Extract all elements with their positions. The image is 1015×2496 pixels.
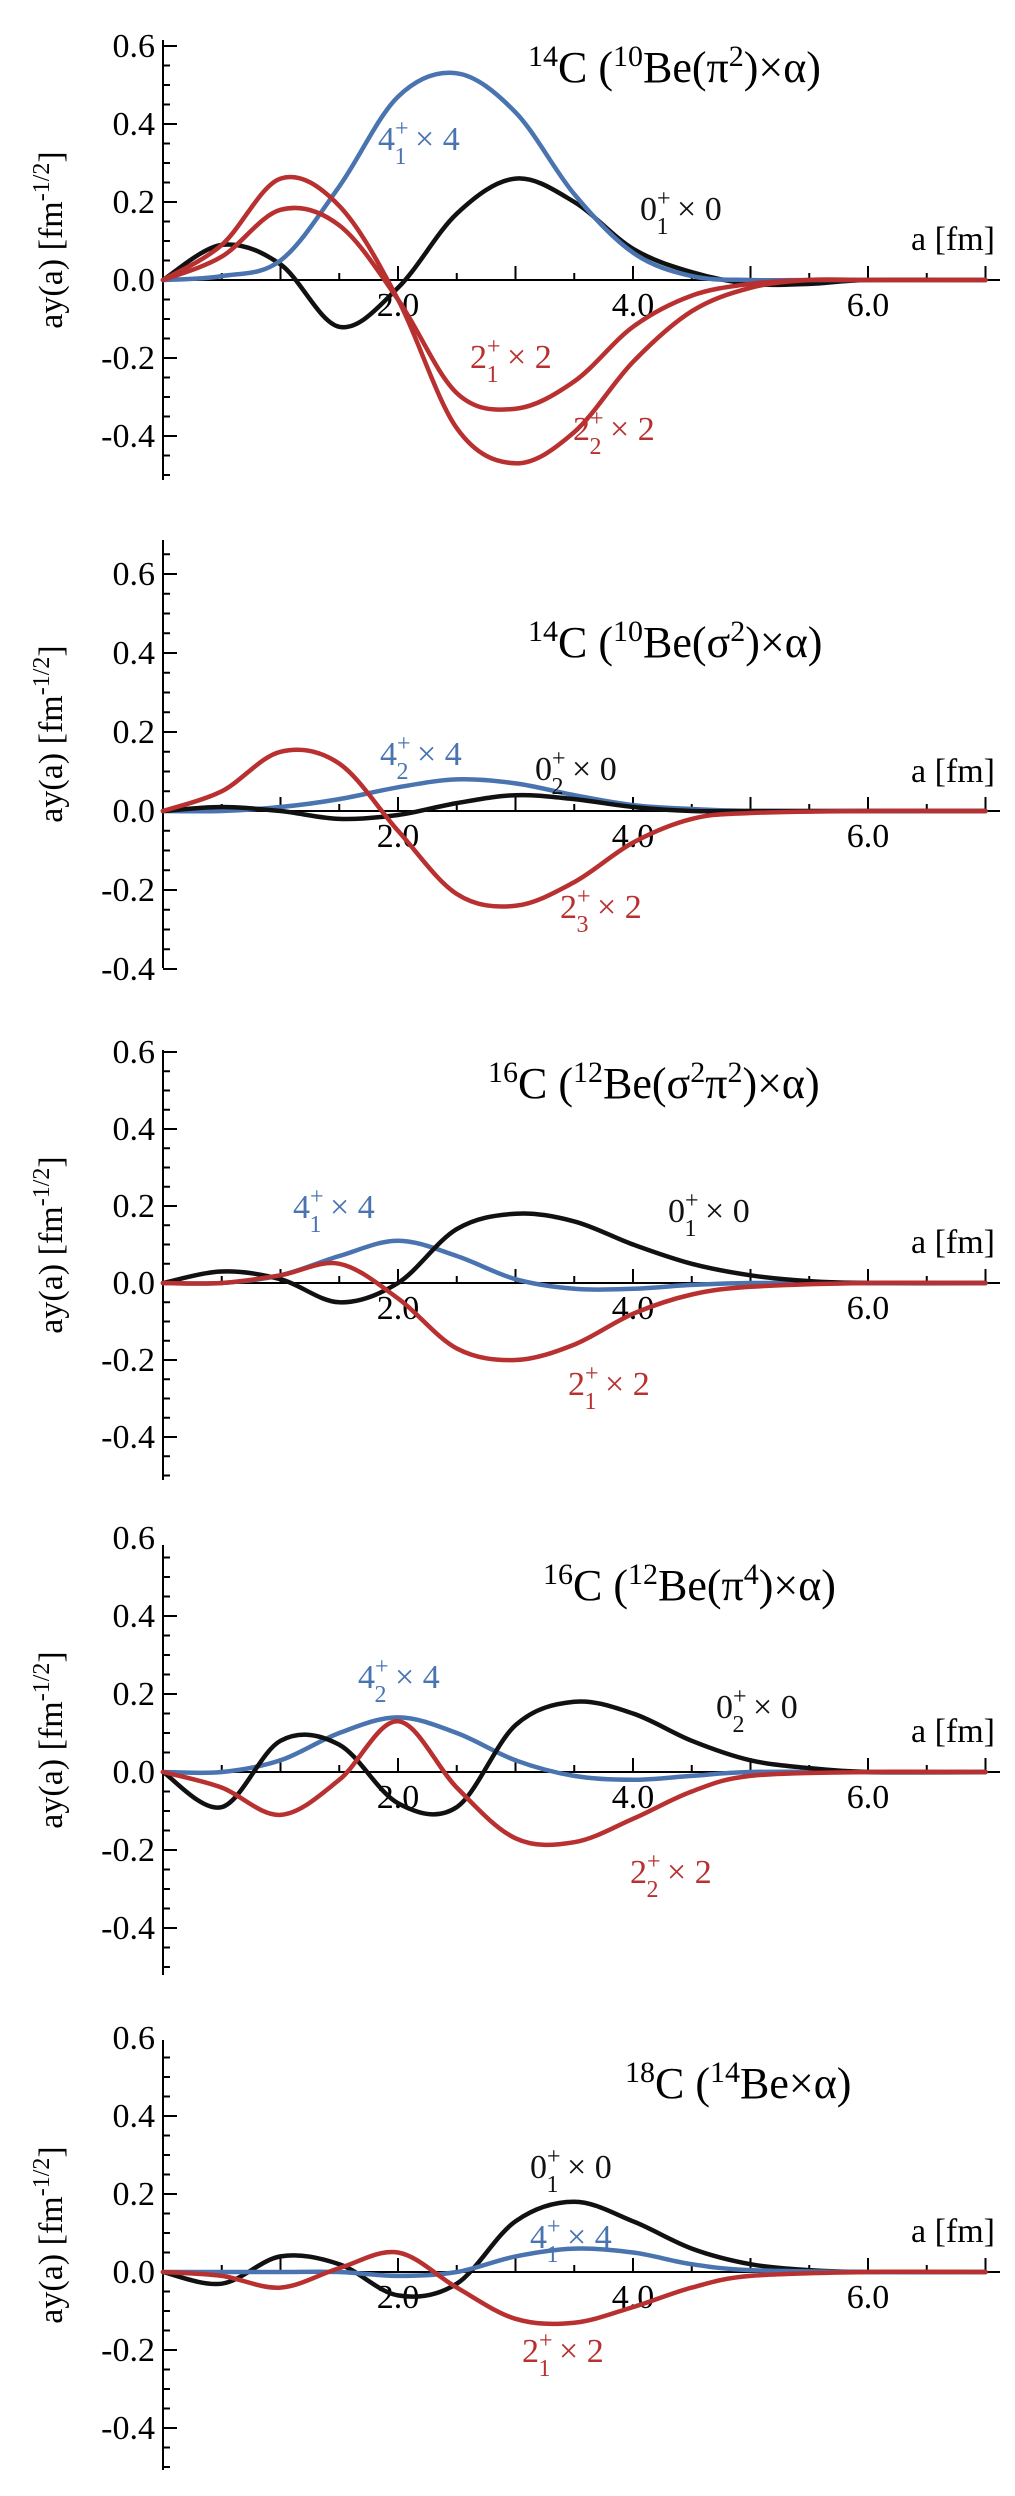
y-tick-label: 0.2 <box>113 2176 156 2213</box>
y-tick-label: 0.6 <box>113 2020 156 2057</box>
series-label: 0+ 1 × 0 <box>668 1188 750 1242</box>
panel-4: 0.60.40.20.0-0.2-0.42.0 4.0 6.0a [fm]ay(a)… <box>29 1520 1000 1975</box>
series-label: 4+ 1 × 4 <box>530 2214 612 2268</box>
y-tick-label: -0.2 <box>101 2332 155 2369</box>
panel-title: 16C (12Be(σ2π2)×α) <box>488 1056 820 1108</box>
y-tick-label: 0.0 <box>113 262 156 299</box>
y-tick-label: 0.4 <box>113 635 156 672</box>
series-label: 2+ 2 × 2 <box>573 406 655 460</box>
y-tick-label: -0.2 <box>101 340 155 377</box>
y-axis-label: ay(a) [fm-1/2] <box>29 1156 70 1333</box>
panel-1: 0.60.40.20.0-0.2-0.42.0 4.0 6.0a [fm]ay(a)… <box>29 28 1000 480</box>
y-tick-label: -0.2 <box>101 872 155 909</box>
y-tick-label: 0.2 <box>113 1676 156 1713</box>
x-axis-label: a [fm] <box>911 1713 995 1750</box>
series-label: 4+ 2 × 4 <box>380 731 462 785</box>
panel-3: 0.60.40.20.0-0.2-0.42.0 4.0 6.0a [fm]ay(a)… <box>29 1034 1000 1480</box>
y-tick-label: -0.4 <box>101 1419 155 1456</box>
panel-title: 16C (12Be(π4)×α) <box>543 1558 836 1610</box>
y-tick-label: -0.4 <box>101 951 155 988</box>
y-tick-label: -0.2 <box>101 1342 155 1379</box>
x-tick-label: 6.0 <box>847 818 890 855</box>
series-label: 2+ 1 × 2 <box>522 2328 604 2382</box>
x-tick-label: 6.0 <box>847 2279 890 2316</box>
y-tick-label: -0.4 <box>101 2410 155 2447</box>
series-line <box>160 1260 988 1363</box>
y-axis-label: ay(a) [fm-1/2] <box>29 1651 70 1828</box>
x-tick-label: 6.0 <box>847 287 890 324</box>
y-tick-label: -0.4 <box>101 1910 155 1947</box>
y-tick-label: 0.6 <box>113 1520 156 1557</box>
series-line <box>160 1699 988 1817</box>
panel-title: 18C (14Be×α) <box>625 2056 851 2108</box>
y-tick-label: 0.2 <box>113 184 156 221</box>
series-line <box>160 1719 988 1848</box>
y-tick-label: 0.4 <box>113 2098 156 2135</box>
series-line <box>160 1211 988 1305</box>
y-tick-label: 0.4 <box>113 106 156 143</box>
y-tick-label: 0.4 <box>113 1111 156 1148</box>
y-axis-label: ay(a) [fm-1/2] <box>29 2146 70 2323</box>
series-label: 2+ 1 × 2 <box>470 334 552 388</box>
series-line <box>160 174 988 466</box>
y-tick-label: 0.2 <box>113 1188 156 1225</box>
panel-2: 0.60.40.20.0-0.2-0.42.0 4.0 6.0a [fm]ay(a)… <box>29 540 1000 988</box>
y-tick-label: 0.6 <box>113 556 156 593</box>
series-line <box>160 2246 988 2279</box>
series-label: 2+ 2 × 2 <box>630 1849 712 1903</box>
y-tick-label: 0.0 <box>113 1754 156 1791</box>
x-tick-label: 2.0 <box>377 287 420 324</box>
y-axis-label: ay(a) [fm-1/2] <box>29 645 70 822</box>
panel-title: 14C (10Be(σ2)×α) <box>528 615 822 667</box>
series-label: 4+ 1 × 4 <box>293 1184 375 1238</box>
y-tick-label: 0.6 <box>113 1034 156 1071</box>
y-tick-label: 0.2 <box>113 714 156 751</box>
series-label: 2+ 3 × 2 <box>560 884 642 938</box>
series-label: 0+ 2 × 0 <box>535 746 617 800</box>
x-axis-label: a [fm] <box>911 2213 995 2250</box>
x-tick-label: 6.0 <box>847 1779 890 1816</box>
series-line <box>160 747 988 909</box>
y-tick-label: 0.0 <box>113 793 156 830</box>
y-axis-label: ay(a) [fm-1/2] <box>29 151 70 328</box>
series-label: 2+ 1 × 2 <box>568 1361 650 1415</box>
series-label: 4+ 1 × 4 <box>378 116 460 170</box>
series-line <box>160 2249 988 2327</box>
series-label: 4+ 2 × 4 <box>358 1654 440 1708</box>
y-tick-label: 0.6 <box>113 28 156 65</box>
y-tick-label: 0.0 <box>113 1265 156 1302</box>
x-tick-label: 6.0 <box>847 1290 890 1327</box>
y-tick-label: 0.0 <box>113 2254 156 2291</box>
series-label: 0+ 2 × 0 <box>716 1684 798 1738</box>
series-label: 0+ 1 × 0 <box>640 186 722 240</box>
series-label: 0+ 1 × 0 <box>530 2144 612 2198</box>
y-tick-label: -0.2 <box>101 1832 155 1869</box>
panel-5: 0.60.40.20.0-0.2-0.42.0 4.0 6.0a [fm]ay(a)… <box>29 2020 1000 2470</box>
series-line <box>160 176 988 330</box>
x-axis-label: a [fm] <box>911 1224 995 1261</box>
y-tick-label: 0.4 <box>113 1598 156 1635</box>
x-axis-label: a [fm] <box>911 221 995 258</box>
panel-title: 14C (10Be(π2)×α) <box>528 40 821 92</box>
y-tick-label: -0.4 <box>101 418 155 455</box>
x-axis-label: a [fm] <box>911 753 995 790</box>
